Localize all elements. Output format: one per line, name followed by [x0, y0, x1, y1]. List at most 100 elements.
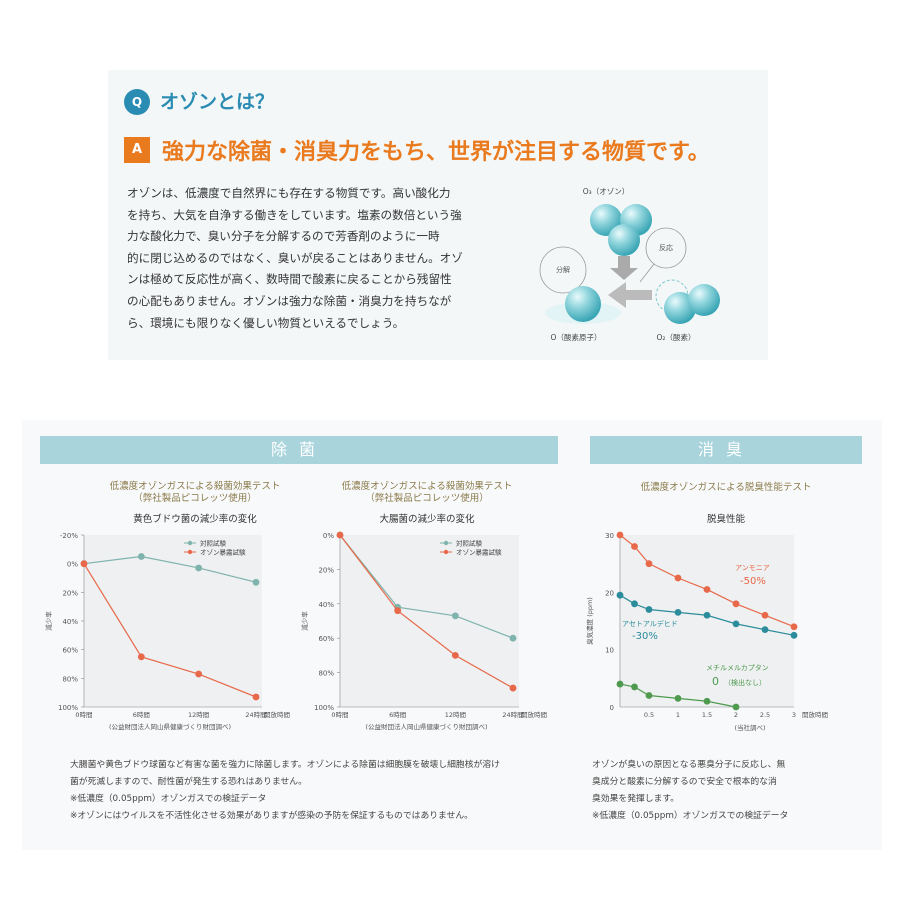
- series-line: [83, 555, 257, 583]
- y-tick-label: 20: [605, 589, 614, 597]
- legend-label: オゾン暴露試験: [200, 548, 246, 557]
- y-tick-label: 40%: [318, 601, 334, 609]
- intro-line: ら、環境にも限りなく優しい物質といえるでしょう。: [127, 315, 405, 330]
- x-axis-label: 開放時間: [521, 710, 547, 719]
- series-label-methyl: メチルメルカプタン: [706, 663, 769, 672]
- legend-label: 対照試験: [456, 539, 483, 548]
- intro-line: オゾンは、低濃度で自然界にも存在する物質です。高い酸化力: [127, 186, 451, 200]
- react-label: 反応: [659, 243, 673, 252]
- series-line: [83, 563, 257, 698]
- result-acetaldehyde: -30%: [632, 631, 658, 642]
- x-tick-label: 12時間: [445, 711, 466, 719]
- x-axis-label: 開放時間: [802, 710, 828, 719]
- plot-area: [340, 535, 519, 707]
- data-point: [252, 578, 260, 586]
- data-point: [137, 553, 145, 560]
- data-point: [631, 543, 638, 550]
- intro-text: オゾンは、低濃度で自然界にも存在する物質です。高い酸化力 を持ち、大気を自浄する…: [127, 183, 510, 334]
- section-band-sterilization: 除菌: [40, 436, 558, 464]
- chart1-title: 低濃度オゾンガスによる殺菌効果テスト （弊社製品ピコレッツ使用）: [109, 481, 281, 504]
- intro-line: ンは極めて反応性が高く、数時間で酸素に戻ることから残留性: [127, 272, 452, 287]
- decompose-label: 分解: [556, 265, 570, 274]
- note-line: オゾンが臭いの原因となる悪臭分子に反応し、無: [592, 760, 786, 770]
- y-axis-label: 減少率: [300, 611, 309, 631]
- o-label: O（酸素原子）: [551, 332, 602, 342]
- o3-molecule-icon: [590, 204, 652, 256]
- answer-badge: A: [124, 137, 150, 163]
- y-tick-label: 80%: [62, 675, 78, 683]
- data-point: [645, 606, 653, 613]
- data-point: [631, 683, 638, 691]
- data-point: [616, 680, 624, 688]
- y-tick-label: 10: [605, 647, 614, 655]
- data-point: [674, 574, 682, 582]
- legend-marker: [443, 540, 449, 546]
- data-point: [703, 697, 711, 705]
- react-bubble: [645, 227, 687, 269]
- intro-line: 的に閉じ込めるのではなく、臭いが戻ることはありません。オゾ: [127, 250, 463, 265]
- x-tick-label: 1.5: [702, 711, 712, 719]
- data-point: [761, 626, 769, 633]
- y-tick-label: 0%: [323, 532, 334, 540]
- x-tick-label: 6時間: [389, 711, 406, 719]
- data-point: [80, 560, 88, 568]
- intro-line: を持ち、大気を自浄する働きをしています。塩素の数倍という強: [127, 207, 462, 222]
- chart3-subtitle: 脱臭性能: [706, 514, 745, 525]
- data-point: [645, 560, 653, 568]
- chart2-subtitle: 大腸菌の減少率の変化: [379, 514, 475, 525]
- x-tick-label: 1: [676, 711, 680, 719]
- ozone-diagram: O₃（オゾン） 分解 反応 O（酸素原子） O₂（酸素）: [539, 187, 720, 342]
- source-note: (当社調べ): [734, 723, 765, 732]
- legend-label: オゾン暴露試験: [456, 548, 502, 557]
- section-band-deodorization: 消臭: [590, 436, 862, 464]
- y-tick-label: 60%: [318, 635, 334, 643]
- data-point: [703, 586, 711, 593]
- x-tick-label: 2: [734, 711, 738, 719]
- x-tick-label: 2.5: [760, 711, 770, 719]
- sterilization-notes: 大腸菌や黄色ブドウ球菌など有害な菌を強力に除菌します。オゾンによる除菌は細胞膜を…: [70, 757, 500, 825]
- data-point: [451, 612, 459, 620]
- note-line: ※低濃度（0.05ppm）オゾンガスでの検証データ: [592, 811, 789, 821]
- data-point: [394, 607, 402, 615]
- o-atom-icon: [565, 286, 601, 322]
- y-tick-label: 100%: [314, 704, 334, 712]
- answer-title: 強力な除菌・消臭力をもち、世界が注目する物質です。: [162, 140, 710, 165]
- series-label-acetaldehyde: アセトアルデヒド: [622, 619, 678, 628]
- result-ammonia: -50%: [740, 576, 766, 587]
- data-point: [616, 591, 624, 599]
- legend-marker: [187, 549, 193, 555]
- y-tick-label: 60%: [62, 647, 78, 655]
- y-axis-label: 減少率: [44, 611, 53, 631]
- legend-label: 対照試験: [200, 539, 227, 548]
- x-tick-label: 24時間: [502, 711, 523, 719]
- question-badge: Q: [124, 89, 150, 115]
- o3-label: O₃（オゾン）: [583, 187, 629, 196]
- data-point: [790, 623, 798, 631]
- plot-area: [84, 535, 262, 707]
- arrow-left-icon: [608, 282, 652, 308]
- data-point: [509, 684, 517, 692]
- series-label-ammonia: アンモニア: [735, 564, 770, 572]
- legend-marker: [187, 540, 193, 546]
- chart1-subtitle: 黄色ブドウ菌の減少率の変化: [133, 514, 257, 525]
- chart2-title: 低濃度オゾンガスによる殺菌効果テスト （弊社製品ピコレッツ使用）: [341, 481, 513, 504]
- x-tick-label: 24時間: [245, 711, 266, 719]
- y-tick-label: 0: [610, 704, 614, 712]
- y-tick-label: 0%: [67, 561, 78, 569]
- x-axis-label: 開放時間: [264, 710, 290, 719]
- chart3-title: 低濃度オゾンガスによる脱臭性能テスト: [640, 482, 812, 493]
- result-methyl-note: （検出なし）: [724, 678, 766, 687]
- o2-molecule-icon: [664, 284, 720, 324]
- data-point: [761, 611, 769, 619]
- x-tick-label: 6時間: [133, 711, 150, 719]
- series-line: [339, 534, 514, 639]
- deodorization-notes: オゾンが臭いの原因となる悪臭分子に反応し、無 臭成分と酸素に分解するので安全で根…: [592, 757, 788, 825]
- note-line: ※低濃度（0.05ppm）オゾンガスでの検証データ: [70, 794, 267, 804]
- decompose-bubble: [539, 246, 587, 294]
- result-methyl: 0: [712, 675, 719, 688]
- y-tick-label: 20%: [318, 566, 334, 574]
- data-point: [252, 693, 260, 701]
- note-line: 臭成分と酸素に分解するので安全で根本的な消: [592, 777, 777, 787]
